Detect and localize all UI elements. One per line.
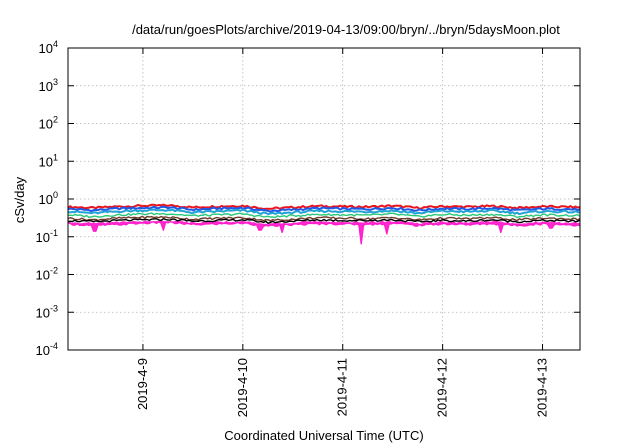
series-line: [67, 208, 581, 216]
series-line: [67, 212, 581, 219]
x-axis-label: Coordinated Universal Time (UTC): [224, 428, 423, 443]
x-tick-label: 2019-4-9: [135, 358, 150, 410]
x-tick-label: 2019-4-10: [235, 358, 250, 417]
magenta-band: [68, 220, 580, 244]
series-line: [67, 218, 581, 224]
y-axis-label: cSv/day: [12, 176, 27, 223]
grid: [68, 48, 580, 350]
series-lines: [67, 203, 581, 245]
series-line: [67, 205, 581, 213]
x-tick-label: 2019-4-13: [535, 358, 550, 417]
series-line: [67, 215, 581, 222]
series-line: [67, 221, 581, 245]
magenta-fill: [68, 220, 580, 244]
x-tick-label: 2019-4-11: [335, 358, 350, 416]
x-tick-label: 2019-4-12: [435, 358, 450, 417]
chart-title: /data/run/goesPlots/archive/2019-04-13/0…: [132, 22, 560, 37]
